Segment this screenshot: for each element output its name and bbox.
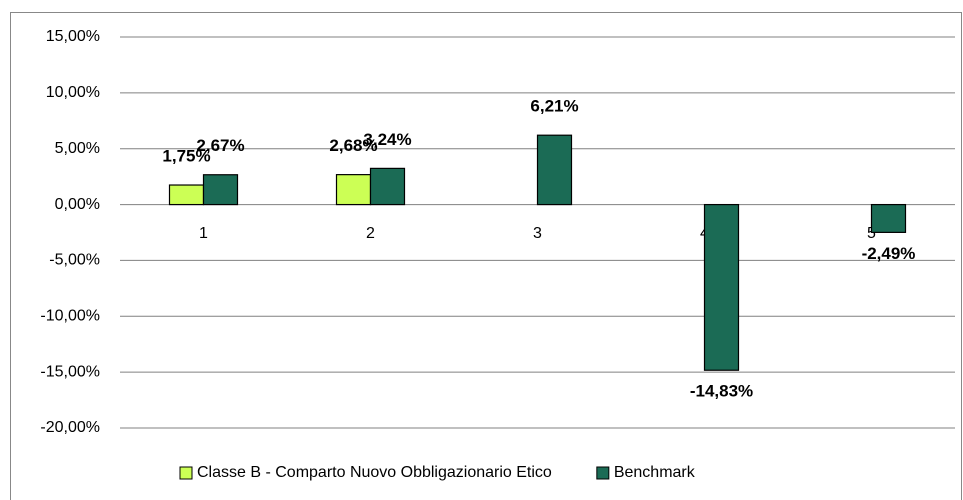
data-label: 6,21% [530, 97, 578, 116]
data-label: 2,67% [196, 136, 244, 155]
bar [536, 134, 573, 206]
x-tick-label: 1 [199, 225, 208, 242]
y-tick-label: 10,00% [46, 84, 100, 101]
y-tick-label: -15,00% [40, 363, 100, 380]
y-tick-label: -20,00% [40, 419, 100, 436]
data-label: 2,68% [329, 136, 377, 155]
bar [870, 203, 907, 233]
legend-swatch [179, 466, 193, 480]
data-label: 1,75% [162, 147, 210, 166]
data-label: 3,24% [363, 130, 411, 149]
y-tick-label: 5,00% [55, 140, 100, 157]
bar [369, 167, 406, 206]
x-tick-label: 5 [867, 225, 876, 242]
x-tick-label: 2 [366, 225, 375, 242]
bar [703, 203, 740, 371]
legend-label: Benchmark [614, 464, 696, 481]
legend-label: Classe B - Comparto Nuovo Obbligazionari… [197, 464, 552, 481]
y-tick-label: -10,00% [40, 308, 100, 325]
x-tick-label: 3 [533, 225, 542, 242]
bar [335, 174, 372, 206]
data-label: -2,49% [862, 244, 916, 263]
y-tick-label: 0,00% [55, 196, 100, 213]
chart-border [10, 12, 962, 500]
y-tick-label: 15,00% [46, 28, 100, 45]
bar [168, 184, 205, 206]
data-label: -14,83% [690, 382, 753, 401]
bar [202, 174, 239, 206]
y-tick-label: -5,00% [49, 252, 100, 269]
legend-swatch [596, 466, 610, 480]
